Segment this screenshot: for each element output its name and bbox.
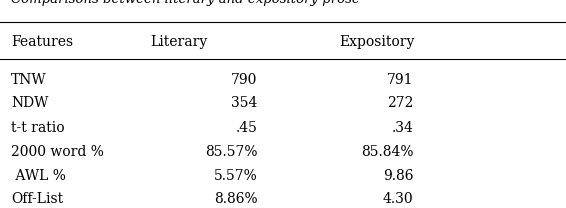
Text: 354: 354 (231, 96, 258, 110)
Text: 85.84%: 85.84% (361, 145, 413, 159)
Text: 4.30: 4.30 (383, 192, 413, 206)
Text: .34: .34 (391, 121, 413, 135)
Text: Features: Features (11, 35, 74, 49)
Text: 5.57%: 5.57% (214, 169, 258, 183)
Text: Expository: Expository (340, 35, 415, 49)
Text: Off-List: Off-List (11, 192, 63, 206)
Text: Literary: Literary (150, 35, 207, 49)
Text: 85.57%: 85.57% (205, 145, 258, 159)
Text: .45: .45 (235, 121, 258, 135)
Text: NDW: NDW (11, 96, 49, 110)
Text: 272: 272 (387, 96, 413, 110)
Text: 791: 791 (387, 73, 413, 87)
Text: 790: 790 (231, 73, 258, 87)
Text: Comparisons between literary and expository prose: Comparisons between literary and exposit… (11, 0, 360, 6)
Text: TNW: TNW (11, 73, 47, 87)
Text: AWL %: AWL % (11, 169, 66, 183)
Text: 8.86%: 8.86% (214, 192, 258, 206)
Text: 9.86: 9.86 (383, 169, 413, 183)
Text: t-t ratio: t-t ratio (11, 121, 65, 135)
Text: 2000 word %: 2000 word % (11, 145, 104, 159)
